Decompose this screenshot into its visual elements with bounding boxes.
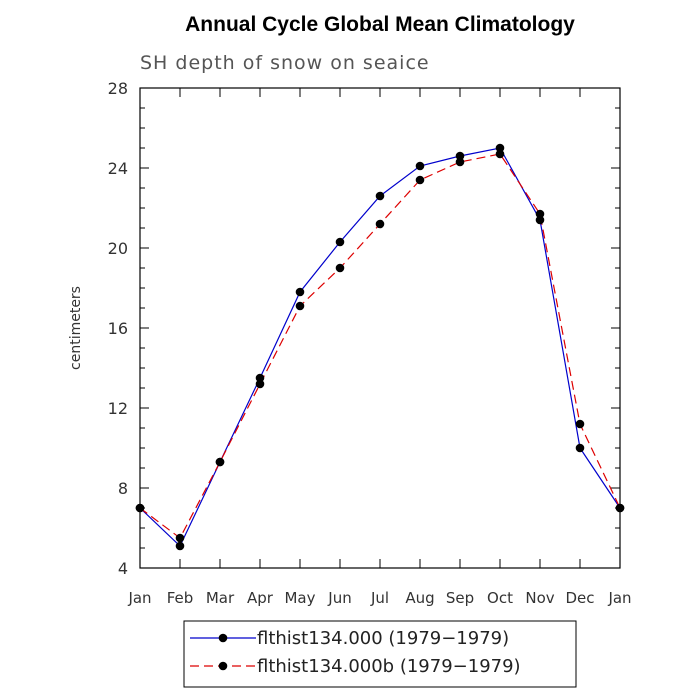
series-2-point (135, 503, 145, 513)
series-1-point (575, 443, 585, 453)
x-tick-label: Sep (446, 589, 474, 607)
series-1-point (335, 237, 345, 247)
series-line-1 (139, 147, 621, 548)
series-1-point (535, 215, 545, 225)
y-tick-label: 24 (108, 159, 128, 178)
series-1-point (255, 373, 265, 383)
legend-label-2: flthist134.000b (1979−1979) (257, 656, 521, 677)
y-tick-label: 16 (108, 319, 128, 338)
x-tick-label: Jan (607, 589, 631, 607)
series-2-point (255, 379, 265, 389)
series-1-point (175, 541, 185, 551)
chart-title: Annual Cycle Global Mean Climatology (185, 13, 575, 36)
series-line-2 (139, 153, 621, 539)
x-tick-label: Feb (167, 589, 194, 607)
series-1-point (295, 287, 305, 297)
x-tick-label: Jan (127, 589, 151, 607)
series-2-point (615, 503, 625, 513)
series-2-point (215, 457, 225, 467)
y-tick-label: 8 (118, 479, 128, 498)
chart-subtitle: SH depth of snow on seaice (140, 52, 430, 74)
series-2-point (535, 209, 545, 219)
series-2-point (415, 175, 425, 185)
x-tick-label: Jul (370, 589, 389, 607)
series-2-point (455, 157, 465, 167)
plot-area-frame (139, 87, 621, 569)
x-tick-label: Aug (405, 589, 434, 607)
legend-box (183, 620, 577, 688)
legend-label-1: flthist134.000 (1979−1979) (257, 628, 509, 649)
legend-marker-2 (218, 661, 228, 671)
series-1-point (415, 161, 425, 171)
y-tick-label: 12 (108, 399, 128, 418)
series-2-point (495, 149, 505, 159)
y-tick-label: 20 (108, 239, 128, 258)
series-2-point (375, 219, 385, 229)
x-tick-label: Oct (487, 589, 513, 607)
series-1-point (375, 191, 385, 201)
x-tick-label: Apr (247, 589, 274, 607)
x-tick-label: Jun (327, 589, 351, 607)
series-2-point (295, 301, 305, 311)
y-tick-label: 28 (108, 79, 128, 98)
x-tick-label: May (284, 589, 315, 607)
series-1-point (495, 143, 505, 153)
y-axis-label: centimeters (68, 286, 84, 370)
legend-marker-1 (218, 633, 228, 643)
x-tick-label: Mar (206, 589, 235, 607)
x-tick-label: Nov (525, 589, 554, 607)
x-tick-label: Dec (565, 589, 594, 607)
series-2-point (575, 419, 585, 429)
series-2-point (175, 533, 185, 543)
series-2-point (335, 263, 345, 273)
y-tick-label: 4 (118, 559, 128, 578)
series-1-point (455, 151, 465, 161)
legend: flthist134.000 (1979−1979) flthist134.000… (183, 620, 577, 688)
